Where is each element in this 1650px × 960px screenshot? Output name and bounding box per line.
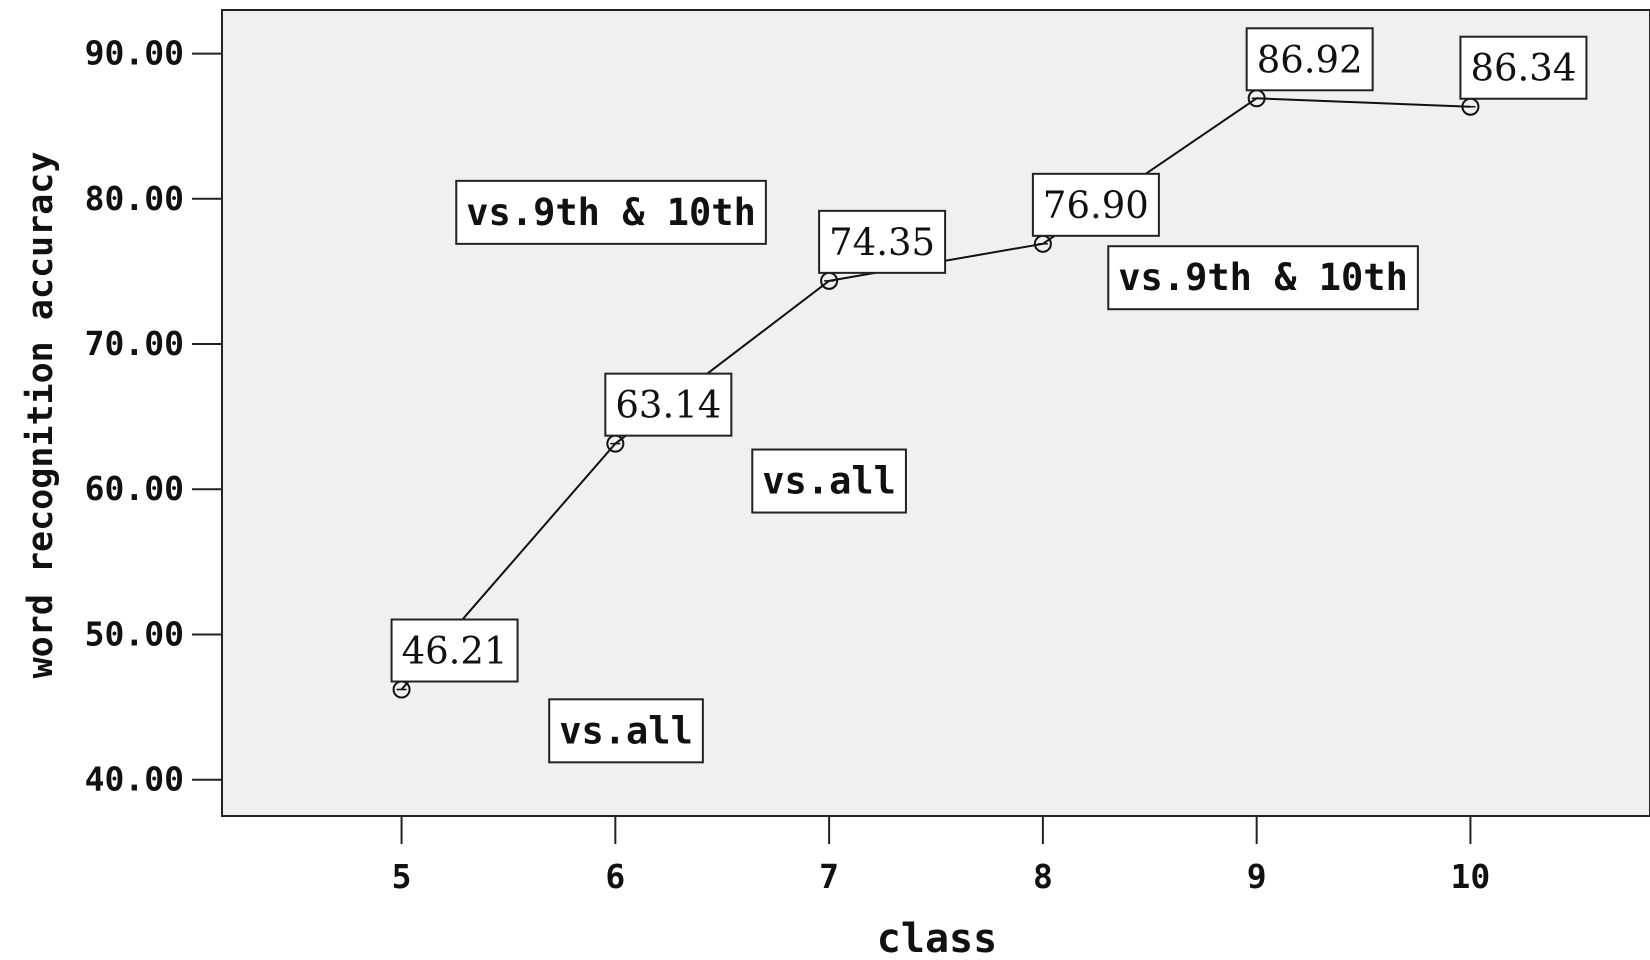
- x-tick-label: 7: [819, 857, 839, 896]
- value-label-box: [818, 209, 947, 274]
- annotation-box: [548, 698, 704, 764]
- value-label: 74.35: [829, 221, 935, 264]
- y-tick-label: 70.00: [85, 324, 184, 363]
- annotation-box: [1107, 245, 1419, 311]
- y-tick-label: 40.00: [85, 760, 184, 799]
- value-label-box: [1459, 35, 1588, 100]
- y-axis-title: word recognition accuracy: [21, 152, 61, 679]
- value-label: 76.90: [1043, 184, 1149, 227]
- annotation-label: vs.9th & 10th: [1118, 256, 1408, 299]
- data-points: 46.21 63.14 74.35 76.90 86.92 86.34: [390, 27, 1588, 699]
- value-label: 46.21: [402, 630, 508, 673]
- annotation-box: [455, 179, 767, 245]
- y-tick-label: 50.00: [85, 614, 184, 653]
- annotation: vs.all: [751, 448, 907, 514]
- x-tick-label: 10: [1451, 857, 1491, 896]
- x-tick-label: 9: [1247, 857, 1267, 896]
- value-label: 86.34: [1470, 47, 1576, 90]
- annotation-label: vs.9th & 10th: [466, 191, 756, 234]
- value-label: 63.14: [615, 384, 721, 427]
- x-tick-label: 5: [392, 857, 412, 896]
- annotation-label: vs.all: [762, 460, 896, 503]
- y-tick-label: 80.00: [85, 179, 184, 218]
- value-label-box: [604, 372, 733, 437]
- annotations: vs.all vs.all vs.9th & 10th vs.9th & 10th: [455, 179, 1419, 764]
- y-tick-label: 90.00: [85, 34, 184, 73]
- annotation-box: [751, 448, 907, 514]
- x-tick-label: 6: [605, 857, 625, 896]
- x-axis-title: class: [877, 916, 997, 960]
- value-label-box: [1245, 27, 1374, 92]
- annotation-label: vs.all: [559, 709, 693, 752]
- plot-area: [221, 9, 1650, 817]
- annotation: vs.9th & 10th: [1107, 245, 1419, 311]
- y-tick-label: 60.00: [85, 469, 184, 508]
- annotation: vs.all: [548, 698, 704, 764]
- value-label-box: [390, 618, 519, 683]
- value-label-box: [1031, 172, 1160, 237]
- x-tick-label: 8: [1033, 857, 1053, 896]
- y-axis: 40.00 50.00 60.00 70.00 80.00 90.00: [85, 34, 222, 799]
- x-axis: 5 6 7 8 9 10: [392, 816, 1491, 896]
- value-label: 86.92: [1257, 38, 1363, 81]
- annotation: vs.9th & 10th: [455, 179, 767, 245]
